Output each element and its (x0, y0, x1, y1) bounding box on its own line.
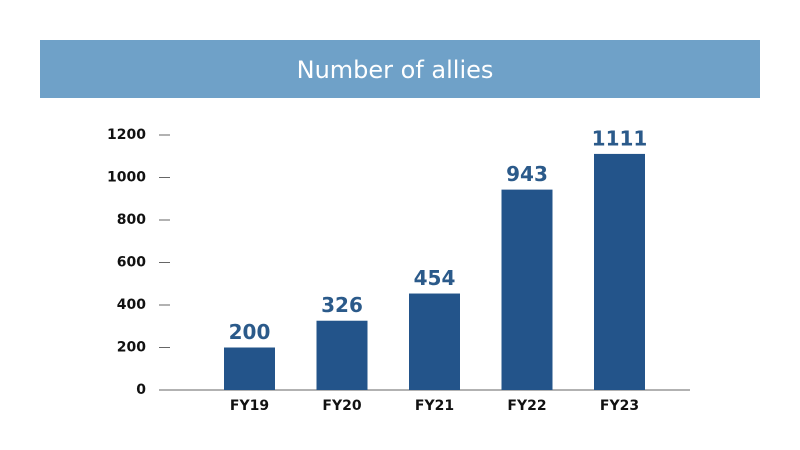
value-label: 326 (321, 293, 363, 317)
value-label: 1111 (592, 126, 648, 150)
x-tick-label: FY20 (322, 398, 361, 414)
bar (594, 153, 645, 390)
title-banner (40, 40, 760, 98)
y-tick-label: 400 (117, 297, 146, 313)
bar (409, 293, 460, 390)
value-label: 943 (506, 162, 548, 186)
chart-title: Number of allies (297, 56, 494, 84)
bar (501, 189, 553, 390)
y-tick-label: 1000 (107, 170, 146, 186)
bar (224, 347, 275, 390)
y-tick-label: 1200 (107, 127, 146, 143)
y-tick-label: 800 (117, 212, 146, 228)
value-label: 200 (229, 320, 271, 344)
y-tick-label: 200 (117, 340, 146, 356)
x-tick-label: FY21 (415, 398, 454, 414)
x-tick-label: FY22 (507, 398, 546, 414)
x-tick-label: FY19 (230, 398, 269, 414)
y-tick-label: 0 (136, 382, 146, 398)
x-tick-label: FY23 (600, 398, 639, 414)
bar (316, 320, 368, 390)
y-tick-label: 600 (117, 255, 146, 271)
value-label: 454 (414, 266, 456, 290)
